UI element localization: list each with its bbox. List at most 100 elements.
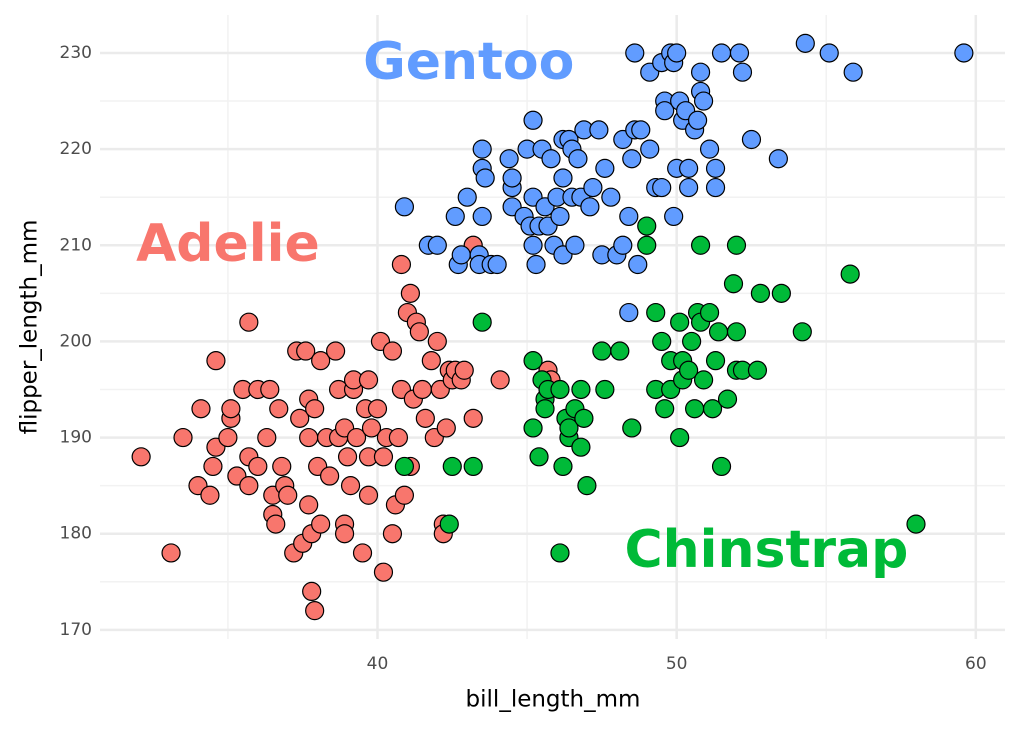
point bbox=[693, 370, 714, 390]
point bbox=[583, 177, 603, 198]
point bbox=[358, 485, 379, 505]
point bbox=[574, 408, 594, 428]
point bbox=[206, 351, 226, 371]
point bbox=[711, 43, 732, 63]
point bbox=[382, 524, 403, 544]
point bbox=[906, 514, 926, 534]
point bbox=[652, 331, 672, 352]
point bbox=[535, 399, 555, 419]
point bbox=[628, 254, 648, 275]
point bbox=[622, 418, 642, 438]
point bbox=[723, 274, 744, 294]
point bbox=[248, 456, 268, 477]
point bbox=[625, 43, 645, 63]
point bbox=[523, 418, 543, 438]
point bbox=[427, 235, 447, 255]
point bbox=[571, 437, 591, 457]
point bbox=[679, 360, 699, 380]
point bbox=[589, 120, 609, 140]
point bbox=[442, 456, 462, 477]
point bbox=[655, 101, 675, 121]
point bbox=[412, 379, 432, 400]
point bbox=[299, 427, 319, 448]
point bbox=[622, 149, 642, 169]
point bbox=[687, 110, 708, 130]
point bbox=[367, 399, 388, 419]
point bbox=[592, 341, 612, 361]
point bbox=[819, 43, 839, 63]
point bbox=[529, 447, 549, 467]
point bbox=[708, 322, 729, 342]
point bbox=[741, 129, 762, 150]
point bbox=[840, 264, 860, 284]
point bbox=[191, 399, 211, 419]
point bbox=[487, 254, 507, 275]
point bbox=[394, 456, 415, 477]
point bbox=[454, 360, 474, 380]
point bbox=[278, 485, 298, 505]
y-tick-label: 180 bbox=[60, 524, 92, 544]
point bbox=[239, 312, 259, 332]
point bbox=[729, 43, 750, 63]
point bbox=[559, 418, 579, 438]
annotation: Adelie bbox=[136, 214, 320, 274]
point bbox=[394, 197, 415, 217]
point bbox=[613, 235, 633, 255]
point bbox=[601, 187, 621, 207]
point bbox=[382, 341, 403, 361]
point bbox=[571, 379, 591, 400]
point bbox=[463, 408, 483, 428]
point bbox=[272, 456, 292, 477]
point bbox=[690, 62, 711, 82]
point bbox=[553, 168, 573, 188]
point bbox=[463, 456, 483, 477]
point bbox=[747, 360, 768, 380]
point bbox=[445, 206, 465, 227]
point bbox=[421, 351, 441, 371]
point bbox=[631, 120, 651, 140]
point bbox=[664, 206, 684, 227]
point bbox=[771, 283, 791, 303]
point bbox=[305, 399, 325, 419]
y-tick-label: 220 bbox=[60, 139, 92, 159]
point bbox=[388, 427, 409, 448]
point bbox=[577, 476, 597, 496]
point bbox=[682, 331, 702, 352]
point bbox=[670, 427, 690, 448]
point bbox=[565, 235, 585, 255]
point bbox=[705, 177, 726, 198]
point bbox=[685, 399, 705, 419]
point bbox=[550, 379, 570, 400]
y-tick-label: 200 bbox=[60, 331, 92, 351]
point bbox=[200, 485, 220, 505]
point bbox=[670, 312, 690, 332]
point bbox=[954, 43, 974, 63]
point bbox=[299, 495, 319, 515]
point bbox=[550, 543, 570, 563]
point bbox=[502, 168, 522, 188]
point bbox=[568, 149, 588, 169]
point bbox=[131, 447, 151, 467]
point bbox=[451, 245, 471, 265]
x-axis-title: bill_length_mm bbox=[466, 687, 641, 713]
y-tick-label: 230 bbox=[60, 43, 92, 63]
x-tick-label: 50 bbox=[666, 654, 688, 674]
point bbox=[523, 235, 543, 255]
point bbox=[595, 158, 615, 178]
point bbox=[173, 427, 193, 448]
point bbox=[340, 476, 361, 496]
point bbox=[320, 466, 340, 486]
y-axis-title: flipper_length_mm bbox=[17, 220, 43, 435]
point bbox=[750, 283, 771, 303]
point bbox=[526, 254, 546, 275]
point bbox=[523, 110, 543, 130]
point bbox=[269, 399, 289, 419]
point bbox=[337, 447, 358, 467]
point bbox=[523, 351, 543, 371]
y-tick-label: 210 bbox=[60, 235, 92, 255]
point bbox=[640, 139, 660, 159]
point bbox=[843, 62, 863, 82]
point bbox=[239, 476, 259, 496]
point bbox=[439, 514, 459, 534]
point bbox=[358, 370, 379, 390]
